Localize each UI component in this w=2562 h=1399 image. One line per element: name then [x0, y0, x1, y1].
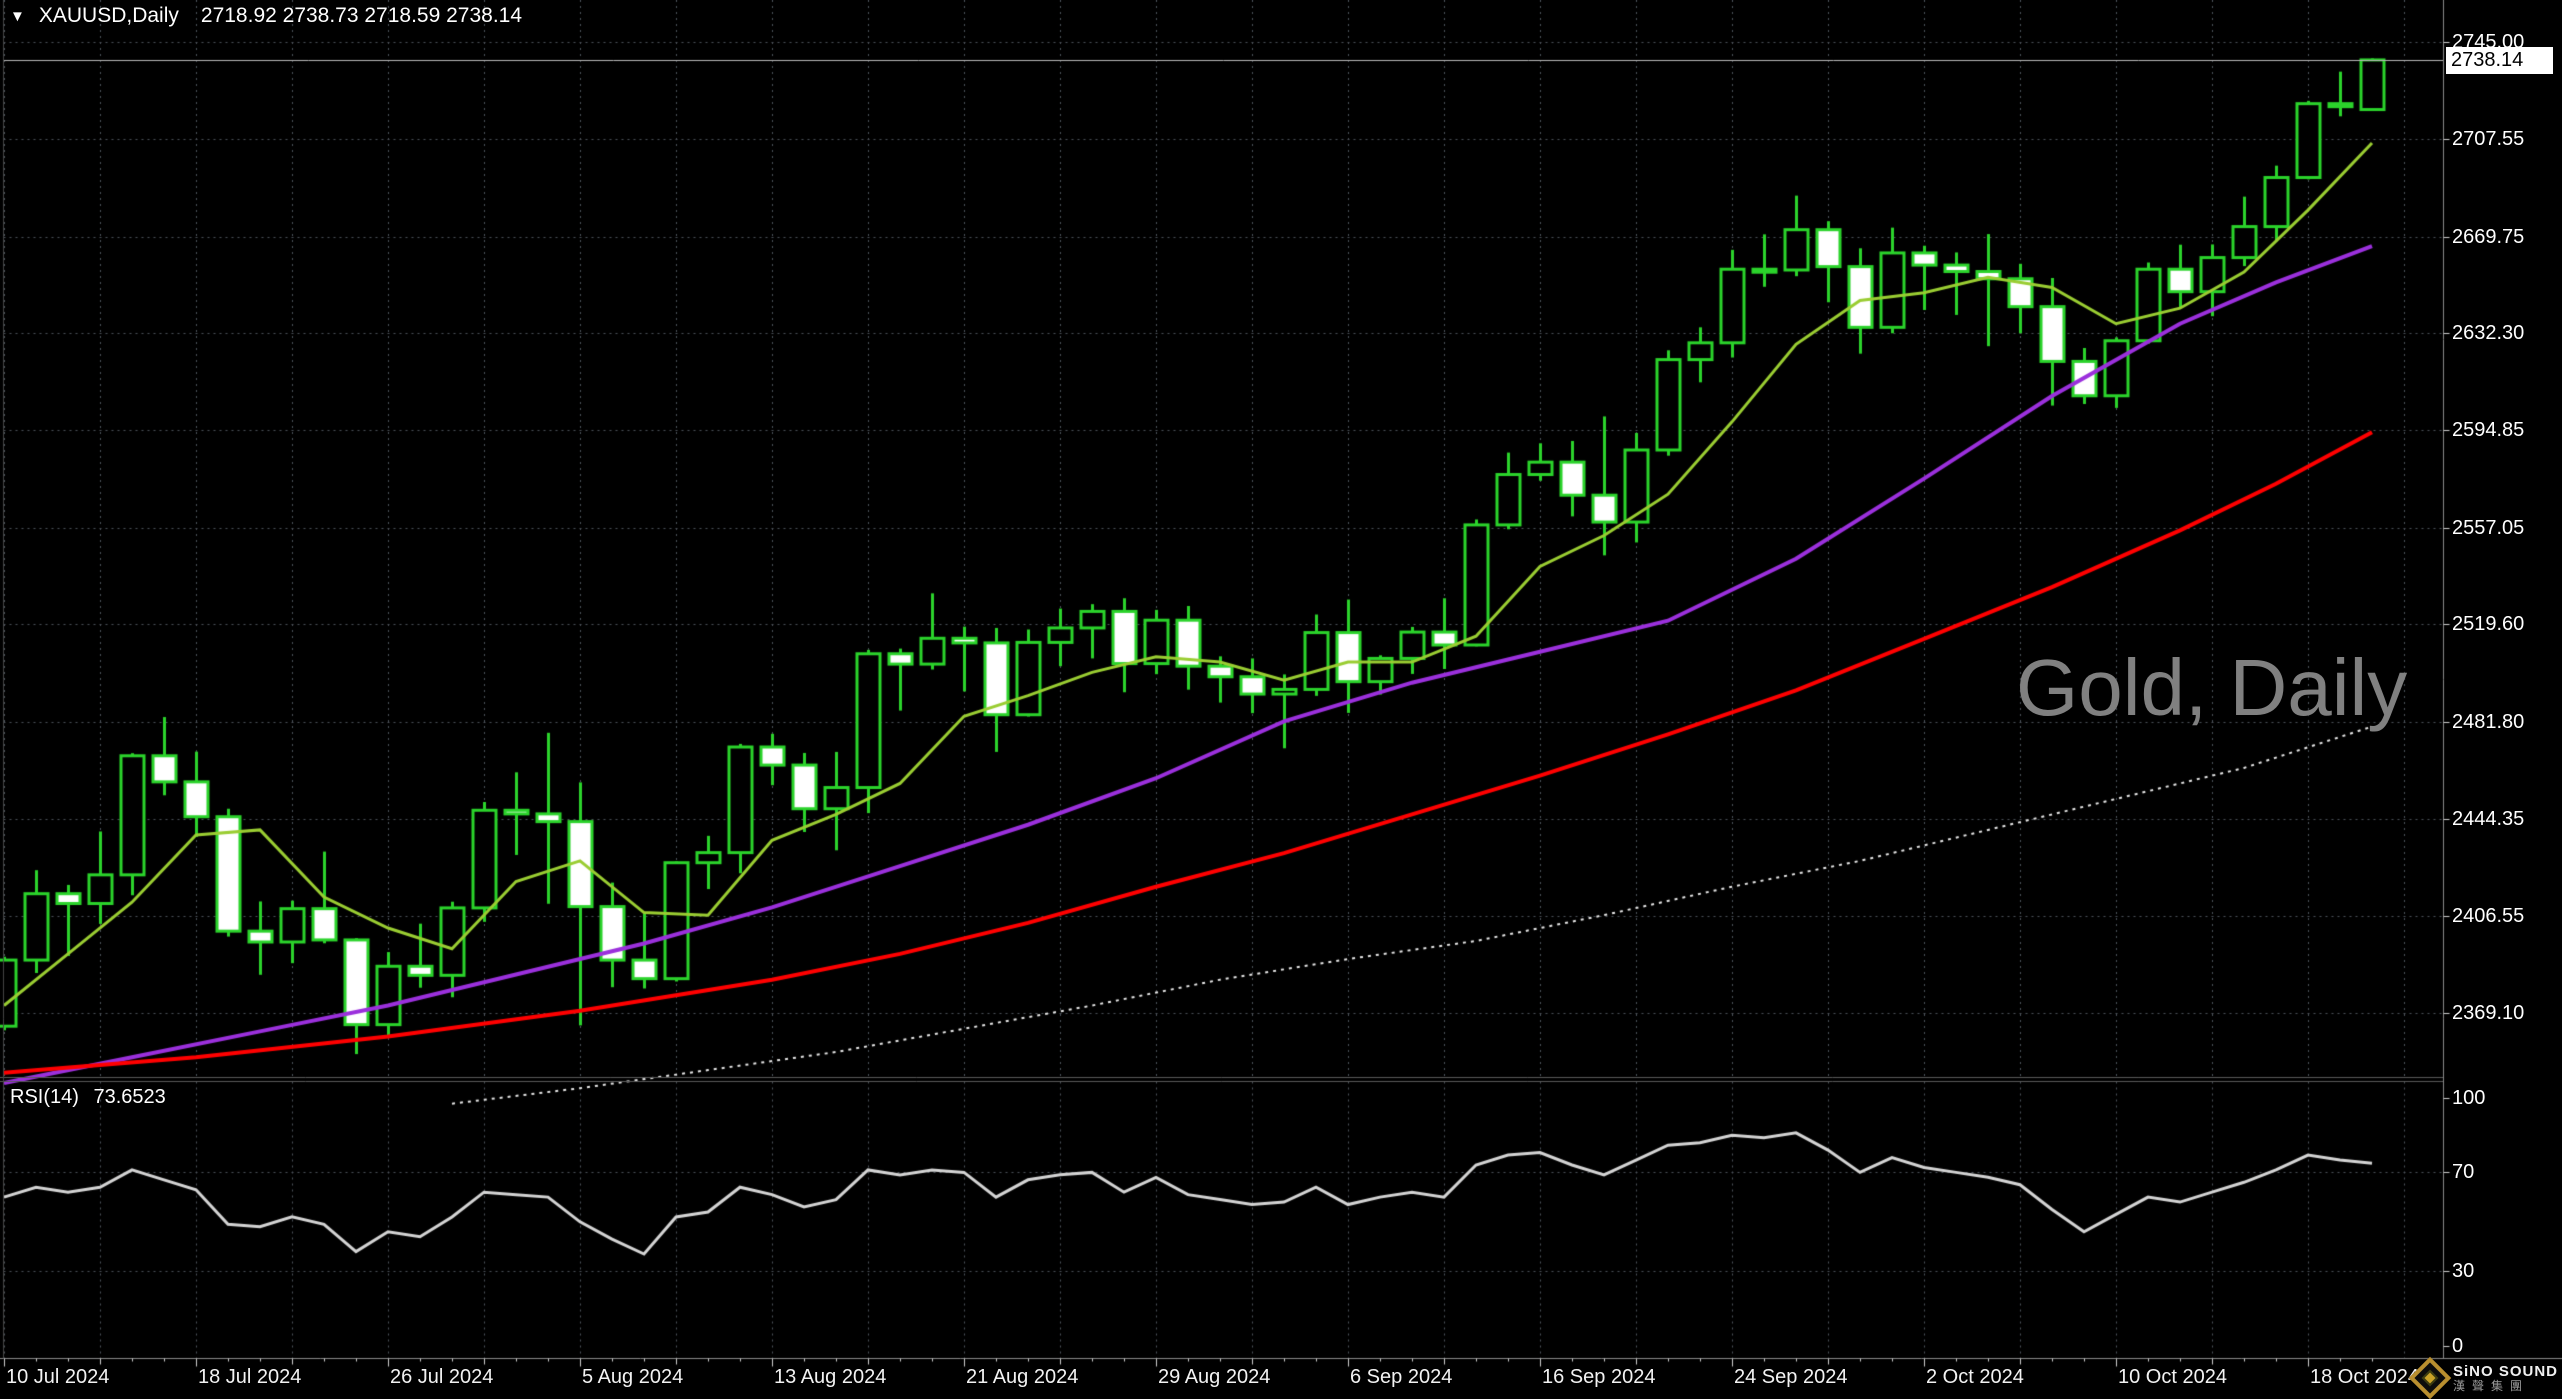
rsi-axis-label: 30 — [2452, 1260, 2475, 1282]
current-price-badge: 2738.14 — [2446, 47, 2553, 74]
logo-brand-chinese: 漢聲集團 — [2452, 1378, 2529, 1393]
date-axis-label: 10 Oct 2024 — [2118, 1366, 2227, 1388]
symbol-dropdown-icon: ▼ — [10, 7, 25, 25]
rsi-axis-label: 100 — [2452, 1087, 2486, 1109]
rsi-axis-label: 0 — [2452, 1335, 2464, 1357]
date-axis-label: 26 Jul 2024 — [390, 1366, 494, 1388]
sino-sound-diamond-icon — [2408, 1356, 2452, 1399]
date-axis-label: 10 Jul 2024 — [6, 1366, 110, 1388]
date-axis-label: 29 Aug 2024 — [1158, 1366, 1271, 1388]
price-axis-label: 2594.85 — [2452, 419, 2525, 441]
chart-title-bar: ▼ XAUUSD,Daily 2718.92 2738.73 2718.59 2… — [10, 4, 522, 28]
price-axis-label: 2369.10 — [2452, 1002, 2525, 1024]
price-axis-label: 2519.60 — [2452, 613, 2525, 635]
price-axis-label: 2444.35 — [2452, 808, 2525, 830]
price-axis-label: 2406.55 — [2452, 905, 2525, 927]
ohlc-values: 2718.92 2738.73 2718.59 2738.14 — [200, 4, 523, 27]
date-axis-label: 6 Sep 2024 — [1350, 1366, 1453, 1388]
date-axis-label: 16 Sep 2024 — [1542, 1366, 1656, 1388]
rsi-indicator-label: RSI(14) 73.6523 — [10, 1086, 166, 1109]
watermark-gold-daily: Gold, Daily — [2016, 643, 2408, 732]
date-axis-label: 5 Aug 2024 — [582, 1366, 684, 1388]
price-axis-label: 2481.80 — [2452, 711, 2525, 733]
price-axis-label: 2669.75 — [2452, 226, 2525, 248]
price-axis-label: 2745.00 — [2452, 31, 2525, 53]
sino-sound-logo: SiNO SOUND 漢聲集團 — [2408, 1356, 2558, 1399]
rsi-name: RSI(14) — [10, 1086, 79, 1108]
date-axis-label: 24 Sep 2024 — [1734, 1366, 1848, 1388]
symbol-period-label: XAUUSD,Daily — [38, 4, 179, 27]
date-axis-label: 18 Oct 2024 — [2310, 1366, 2419, 1388]
price-axis-label: 2632.30 — [2452, 322, 2525, 344]
rsi-axis-label: 70 — [2452, 1161, 2475, 1183]
rsi-value: 73.6523 — [93, 1086, 166, 1108]
price-axis-label: 2557.05 — [2452, 517, 2525, 539]
logo-brand-text: SiNO SOUND — [2452, 1362, 2558, 1380]
date-axis-label: 2 Oct 2024 — [1926, 1366, 2024, 1388]
date-axis-label: 18 Jul 2024 — [198, 1366, 302, 1388]
price-axis-label: 2707.55 — [2452, 128, 2525, 150]
date-axis-label: 21 Aug 2024 — [966, 1366, 1079, 1388]
date-axis-label: 13 Aug 2024 — [774, 1366, 887, 1388]
